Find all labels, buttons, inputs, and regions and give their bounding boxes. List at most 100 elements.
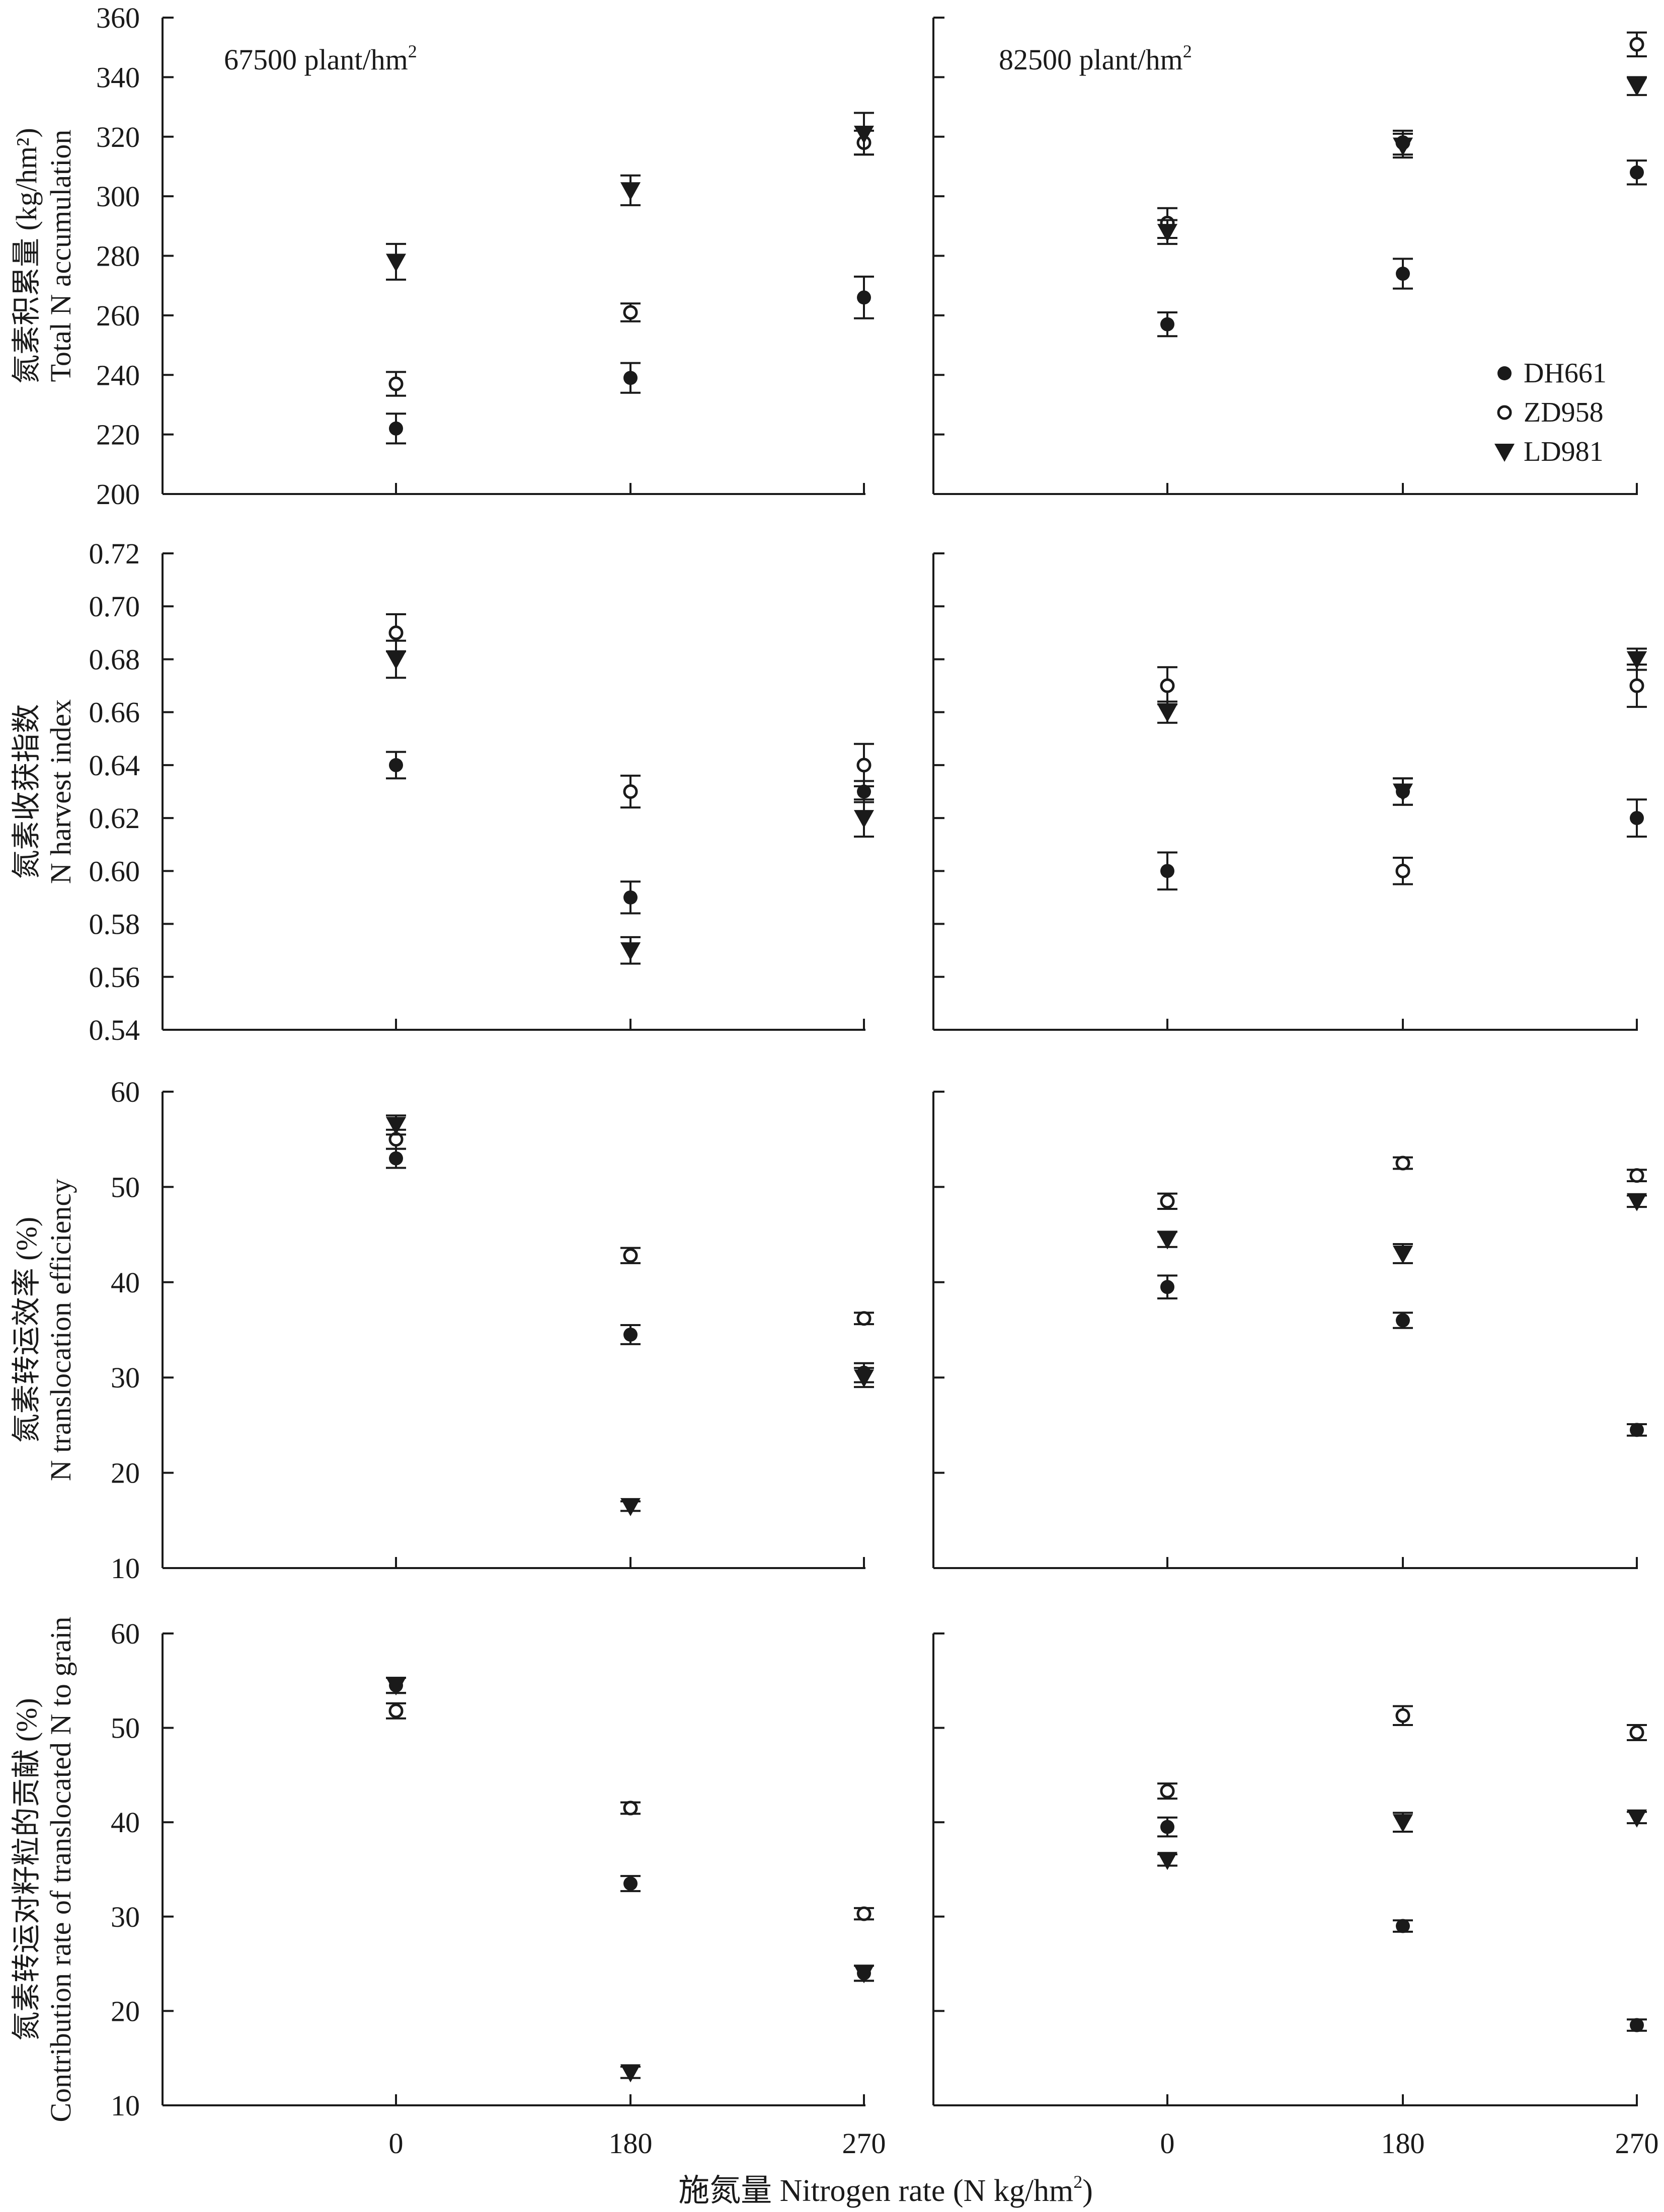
marker-ZD958-r2-c1-2: [1629, 1168, 1644, 1183]
y-tick-label-r0-3: 260: [96, 299, 140, 332]
point-LD981-r3-c1-1: [1393, 1812, 1413, 1833]
y-tick-label-r2-3: 40: [111, 1266, 140, 1299]
point-DH661-r2-c0-1: [620, 1324, 641, 1345]
point-LD981-r2-c0-2: [854, 1367, 874, 1388]
marker-ZD958-r1-c0-1: [623, 784, 638, 799]
marker-LD981-r2-c1-0: [1157, 1231, 1177, 1250]
marker-DH661-r0-c1-1: [1396, 267, 1410, 281]
panel-title-right: 82500 plant/hm2: [999, 41, 1192, 76]
y-tick-label-r0-5: 300: [96, 180, 140, 213]
marker-LD981-r1-c1-0: [1157, 704, 1177, 722]
y-tick-label-r3-4: 50: [111, 1712, 140, 1745]
x-tick-label-c1-0: 0: [1160, 2127, 1175, 2160]
marker-DH661-r1-c0-1: [623, 890, 638, 905]
marker-LD981-r2-c0-1: [620, 1498, 641, 1516]
y-axis-title-en-r1: N harvest index: [44, 699, 77, 884]
marker-ZD958-r3-c1-1: [1395, 1708, 1410, 1723]
point-LD981-r1-c1-2: [1627, 647, 1647, 671]
point-ZD958-r2-c0-0: [386, 1128, 406, 1150]
marker-ZD958-r2-c1-1: [1395, 1156, 1410, 1171]
marker-ZD958-r2-c0-2: [856, 1311, 871, 1326]
x-tick-label-c1-2: 270: [1615, 2127, 1659, 2160]
marker-ZD958-r2-c0-1: [623, 1248, 638, 1263]
marker-LD981-r0-c1-2: [1627, 78, 1647, 97]
marker-DH661-r2-c1-2: [1630, 1423, 1644, 1437]
point-ZD958-r2-c1-0: [1157, 1192, 1177, 1210]
marker-LD981-r1-c1-2: [1627, 651, 1647, 670]
point-DH661-r3-c1-1: [1393, 1919, 1413, 1933]
point-ZD958-r2-c0-2: [854, 1311, 874, 1326]
marker-LD981-r3-c0-1: [620, 2064, 641, 2083]
y-tick-label-r3-2: 30: [111, 1901, 140, 1933]
marks-layer: [386, 31, 1647, 2083]
point-DH661-r1-c0-0: [386, 751, 406, 780]
point-LD981-r2-c1-1: [1393, 1243, 1413, 1264]
point-LD981-r0-c0-2: [854, 112, 874, 156]
marker-ZD958-r0-c0-1: [623, 305, 638, 320]
point-DH661-r3-c1-0: [1157, 1816, 1177, 1838]
point-DH661-r0-c0-1: [620, 362, 641, 394]
point-ZD958-r3-c0-2: [854, 1906, 874, 1921]
y-tick-label-r0-4: 280: [96, 240, 140, 273]
y-tick-label-r0-2: 240: [96, 359, 140, 391]
marker-DH661-r0-c0-0: [389, 421, 403, 436]
legend-item-LD981: [1494, 444, 1515, 462]
y-tick-label-r1-0: 0.54: [89, 1014, 140, 1046]
y-tick-label-r0-8: 360: [96, 2, 140, 34]
y-tick-label-r0-1: 220: [96, 419, 140, 451]
point-ZD958-r0-c0-0: [386, 371, 406, 397]
point-ZD958-r1-c1-2: [1627, 663, 1647, 708]
point-DH661-r0-c1-2: [1627, 159, 1647, 186]
point-LD981-r0-c1-1: [1393, 132, 1413, 159]
point-LD981-r3-c0-2: [854, 1964, 874, 1984]
legend-marker-LD981: [1494, 444, 1515, 462]
marker-LD981-r3-c1-2: [1627, 1809, 1647, 1828]
point-ZD958-r2-c1-2: [1627, 1168, 1647, 1183]
y-tick-label-r3-0: 10: [111, 2089, 140, 2122]
y-tick-label-r1-5: 0.64: [89, 749, 140, 782]
y-tick-label-r2-0: 10: [111, 1552, 140, 1585]
y-tick-label-r0-0: 200: [96, 478, 140, 511]
point-ZD958-r3-c0-1: [620, 1800, 641, 1816]
marker-DH661-r0-c1-0: [1160, 317, 1174, 332]
marker-LD981-r1-c0-2: [854, 810, 874, 829]
marker-LD981-r0-c1-0: [1157, 224, 1177, 242]
y-tick-label-r1-1: 0.56: [89, 961, 140, 994]
point-ZD958-r3-c1-0: [1157, 1782, 1177, 1800]
point-DH661-r2-c1-1: [1393, 1312, 1413, 1329]
marker-ZD958-r3-c1-0: [1160, 1783, 1175, 1798]
x-tick-label-c0-0: 0: [389, 2127, 404, 2160]
marker-DH661-r3-c1-0: [1160, 1820, 1174, 1834]
point-LD981-r2-c1-0: [1157, 1231, 1177, 1250]
x-axis-title: 施氮量 Nitrogen rate (N kg/hm2): [678, 2172, 1093, 2208]
y-axis-title-cn-r2: 氮素转运效率 (%): [10, 1217, 43, 1443]
legend-marker-ZD958: [1497, 405, 1512, 420]
point-LD981-r2-c0-1: [620, 1498, 641, 1516]
marker-ZD958-r1-c1-0: [1160, 678, 1175, 693]
point-ZD958-r1-c0-2: [854, 743, 874, 787]
marker-DH661-r0-c0-1: [623, 371, 638, 385]
point-LD981-r1-c1-0: [1157, 700, 1177, 724]
marker-LD981-r3-c0-0: [386, 1677, 406, 1696]
point-LD981-r3-c1-2: [1627, 1809, 1647, 1828]
point-ZD958-r3-c1-1: [1393, 1705, 1413, 1726]
marker-DH661-r0-c0-2: [857, 290, 871, 305]
point-LD981-r0-c0-0: [386, 242, 406, 281]
marker-ZD958-r2-c1-0: [1160, 1194, 1175, 1209]
marker-LD981-r0-c0-1: [620, 182, 641, 201]
point-LD981-r1-c0-1: [620, 936, 641, 965]
y-axis-title-cn-r0: 氮素积累量 (kg/hm²): [10, 128, 43, 384]
y-axis-title-en-r0: Total N accumulation: [44, 130, 77, 382]
y-tick-label-r1-3: 0.60: [89, 855, 140, 887]
marker-ZD958-r1-c0-2: [856, 758, 871, 773]
point-DH661-r0-c1-1: [1393, 258, 1413, 290]
marker-LD981-r1-c0-0: [386, 651, 406, 670]
point-LD981-r1-c1-1: [1393, 777, 1413, 806]
point-LD981-r3-c0-1: [620, 2064, 641, 2083]
marker-DH661-r1-c0-0: [389, 758, 403, 772]
y-tick-label-r1-2: 0.58: [89, 908, 140, 941]
marker-ZD958-r3-c1-2: [1629, 1725, 1644, 1740]
y-tick-label-r2-5: 60: [111, 1076, 140, 1108]
marker-LD981-r2-c0-2: [854, 1369, 874, 1388]
